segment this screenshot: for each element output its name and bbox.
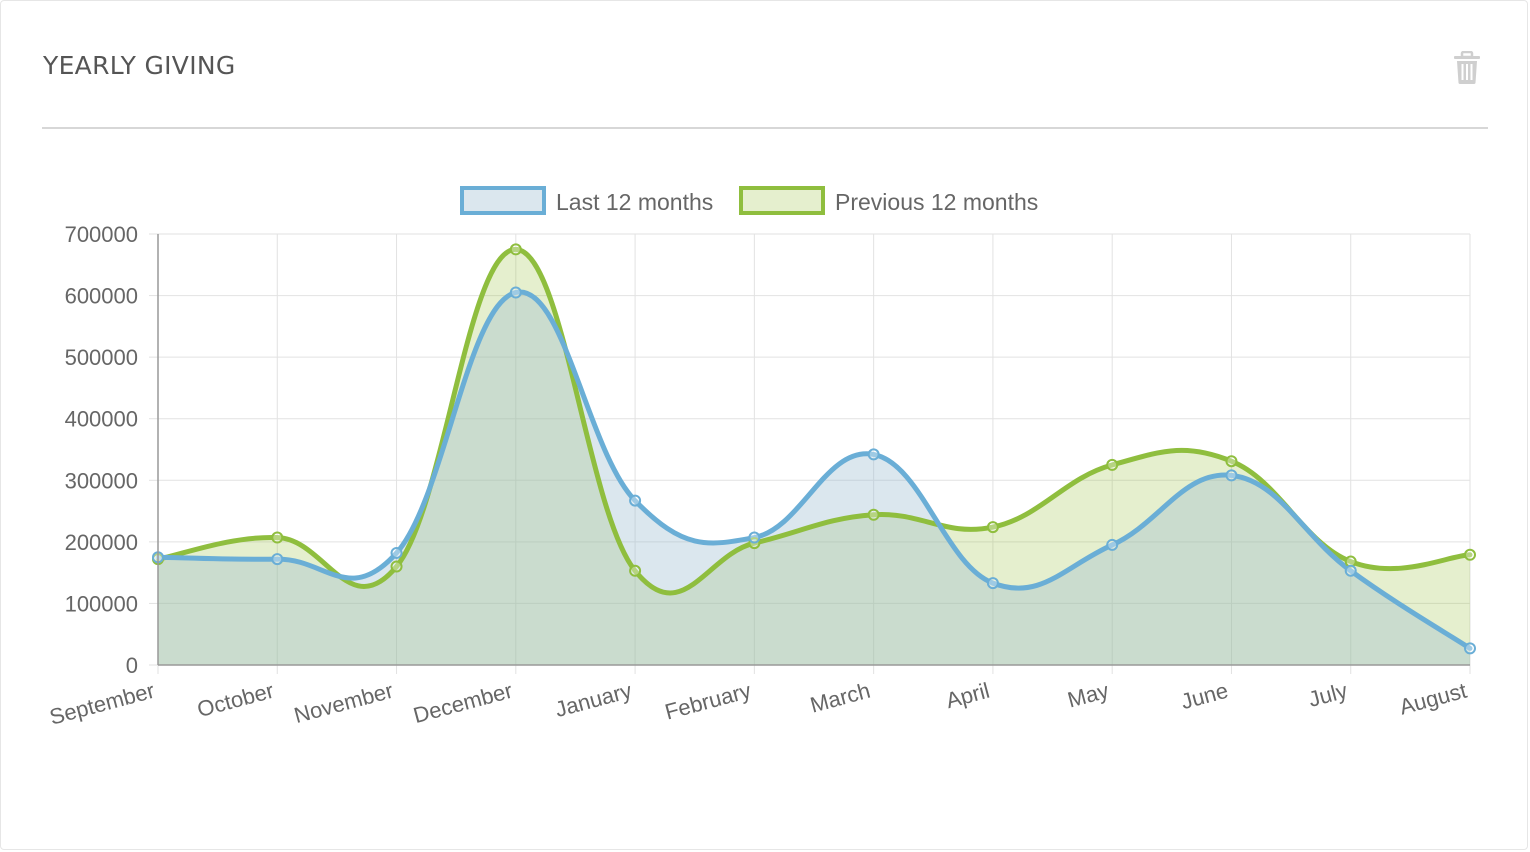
data-point-last: [1464, 642, 1476, 655]
x-tick-label: April: [943, 678, 992, 714]
title-divider: [42, 127, 1488, 129]
y-tick-label: 300000: [65, 468, 138, 493]
x-tick-label: January: [552, 678, 634, 722]
x-tick-label: May: [1065, 678, 1112, 713]
legend-swatch-previous: [739, 186, 825, 215]
x-tick-label: September: [47, 678, 157, 730]
data-point-last: [509, 286, 522, 299]
x-tick-label: March: [807, 678, 873, 718]
legend-label-last: Last 12 months: [556, 189, 713, 215]
data-point-previous: [1464, 548, 1476, 561]
series-area-previous: [158, 249, 1470, 665]
series-line-last: [155, 289, 1473, 651]
data-point-previous: [986, 521, 999, 534]
data-point-previous: [629, 564, 642, 577]
x-tick-label: June: [1178, 678, 1231, 714]
grid: [149, 233, 1471, 674]
series-areas: [158, 249, 1470, 665]
data-point-previous: [271, 531, 284, 544]
x-tick-label: October: [194, 678, 276, 722]
y-tick-label: 100000: [65, 591, 138, 616]
legend-swatch-last: [460, 186, 546, 215]
data-point-previous: [1225, 455, 1238, 468]
data-point-previous: [867, 508, 880, 521]
legend: Last 12 months Previous 12 months: [460, 186, 1038, 215]
data-point-last: [1225, 469, 1238, 482]
x-tick-label: July: [1306, 678, 1350, 712]
y-tick-label: 500000: [65, 345, 138, 370]
data-point-last: [271, 553, 284, 566]
x-tick-label: November: [291, 678, 395, 728]
data-point-last: [867, 448, 880, 461]
y-tick-label: 400000: [65, 407, 138, 432]
series-points: [152, 243, 1476, 655]
series-area-last: [158, 292, 1470, 665]
y-tick-label: 700000: [65, 222, 138, 247]
data-point-last: [986, 577, 999, 590]
y-tick-label: 0: [126, 653, 138, 678]
y-tick-label: 200000: [65, 530, 138, 555]
data-point-last: [1106, 538, 1119, 551]
data-point-last: [748, 531, 761, 544]
data-point-last: [1344, 564, 1357, 577]
y-tick-label: 600000: [65, 284, 138, 309]
legend-label-previous: Previous 12 months: [835, 189, 1038, 215]
x-tick-label: February: [662, 678, 754, 725]
data-point-previous: [390, 560, 403, 573]
card-title: YEARLY GIVING: [43, 51, 236, 80]
data-point-last: [390, 546, 403, 559]
x-tick-label: August: [1397, 678, 1470, 720]
data-point-previous: [1106, 458, 1119, 471]
x-tick-label: December: [411, 678, 515, 728]
trash-icon[interactable]: [1453, 50, 1481, 85]
data-point-last: [629, 494, 642, 507]
data-point-previous: [509, 243, 522, 256]
